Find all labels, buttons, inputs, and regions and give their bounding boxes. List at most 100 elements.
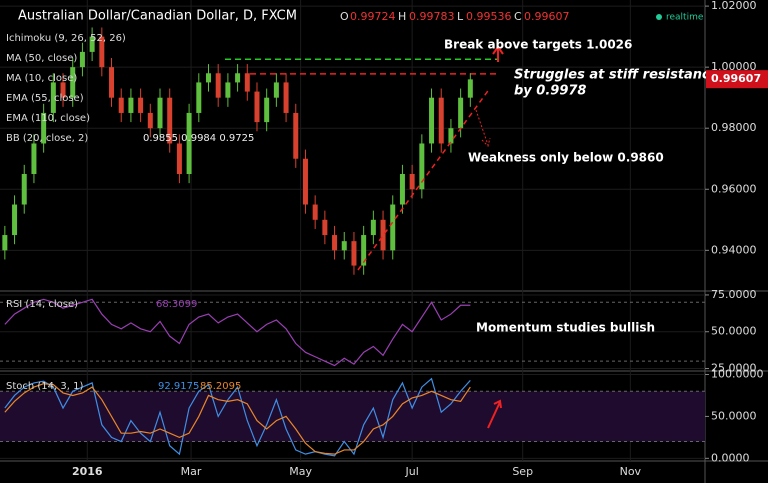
candle-body	[390, 204, 396, 251]
candle-body	[176, 143, 182, 174]
candle-body	[322, 219, 328, 236]
y-tick-label: 1.02000	[711, 0, 757, 12]
y-tick-label: 75.0000	[711, 288, 757, 301]
candle-body	[109, 67, 115, 98]
candle-body	[370, 219, 376, 236]
arrow	[487, 399, 502, 429]
y-tick-label: 50.0000	[711, 325, 757, 338]
x-tick-label: Nov	[620, 465, 642, 478]
price-box	[706, 70, 768, 89]
marks	[0, 0, 705, 461]
indicator-label: MA (50, close)	[6, 53, 77, 64]
candle-body	[89, 36, 95, 52]
bb-values: 0.9855 0.9984 0.9725	[143, 133, 254, 144]
h-value: 0.99783	[409, 10, 455, 23]
candle-body	[205, 73, 211, 83]
annotation: Break above targets 1.0026	[444, 38, 632, 52]
candle-body	[399, 174, 405, 205]
candle-body	[448, 128, 454, 144]
candle-body	[60, 82, 66, 98]
candle-body	[157, 97, 163, 129]
annotation: Momentum studies bullish	[476, 321, 655, 335]
c-label: C	[514, 10, 522, 23]
candle-body	[138, 97, 144, 113]
candle-body	[31, 143, 37, 174]
candle-body	[312, 204, 318, 220]
indicator-label: BB (20, close, 2)	[6, 133, 88, 144]
x-tick-label: 2016	[72, 465, 103, 478]
x-tick-label: May	[289, 465, 312, 478]
candle-body	[225, 82, 231, 98]
y-tick-label: 25.0000	[711, 362, 757, 375]
candle-body	[438, 97, 444, 144]
status-dot	[656, 14, 662, 20]
l-value: 0.99536	[466, 10, 512, 23]
candle-body	[244, 73, 250, 92]
candle-body	[118, 97, 124, 113]
stoch-label: Stoch (14, 3, 1)	[6, 381, 83, 392]
candle-body	[361, 235, 367, 266]
y-tick-label: 0.96000	[711, 182, 757, 195]
rsi-line	[4, 298, 471, 367]
candle-body	[467, 79, 473, 98]
candle-body	[302, 158, 308, 205]
legend-entry: 85.2095	[200, 381, 241, 392]
candle-body	[196, 82, 202, 113]
candle-body	[147, 112, 153, 129]
y-tick-label: 0.98000	[711, 121, 757, 134]
annotation: by 0.9978	[514, 84, 586, 99]
y-tick-label: 0.94000	[711, 243, 757, 256]
candle-body	[351, 241, 357, 266]
candle-body	[429, 97, 435, 144]
o-value: 0.99724	[350, 10, 396, 23]
l-label: L	[457, 10, 464, 23]
candle-body	[419, 143, 425, 190]
y-tick-label: 50.0000	[711, 409, 757, 422]
candle-body	[70, 67, 76, 98]
indicator-label: Ichimoku (9, 26, 52, 26)	[6, 33, 126, 44]
y-tick-label: 100.0000	[711, 368, 764, 381]
candle-body	[458, 97, 464, 129]
candle-body	[254, 91, 260, 123]
y-tick-label: 1.00000	[711, 60, 757, 73]
candle-body	[215, 73, 221, 98]
annotation: Weakness only below 0.9860	[468, 151, 664, 165]
candle-body	[21, 174, 27, 205]
arrow	[492, 45, 504, 62]
chart-title: Australian Dollar/Canadian Dollar, D, FX…	[18, 9, 297, 24]
candle-body	[409, 174, 415, 190]
trend-line	[357, 87, 491, 271]
candle-body	[273, 82, 279, 98]
x-tick-label: Mar	[181, 465, 202, 478]
candle-body	[341, 241, 347, 251]
legend-entry: 92.9175	[158, 381, 199, 392]
candle-body	[50, 82, 56, 113]
arrow	[475, 109, 491, 147]
price-box-label: 0.99607	[711, 72, 761, 85]
candle-body	[235, 73, 241, 83]
candle-body	[41, 112, 47, 144]
candle-body	[167, 97, 173, 144]
annotation: Struggles at stiff resistance	[514, 68, 719, 83]
indicator-label: EMA (110, close)	[6, 113, 90, 124]
c-value: 0.99607	[524, 10, 570, 23]
x-tick-label: Jul	[404, 465, 418, 478]
indicator-label: MA (10, close)	[6, 73, 77, 84]
candle-body	[99, 36, 105, 68]
stoch-band	[0, 391, 705, 442]
stoch-line	[4, 377, 471, 457]
y-tick-label: 0.0000	[711, 451, 750, 464]
candle-body	[79, 51, 85, 68]
candle-body	[186, 112, 192, 174]
o-label: O	[340, 10, 349, 23]
candle-body	[332, 235, 338, 251]
h-label: H	[398, 10, 406, 23]
rsi-value: 68.3099	[156, 299, 197, 310]
indicator-label: EMA (55, close)	[6, 93, 84, 104]
candle-body	[128, 97, 134, 113]
candle-body	[283, 82, 289, 113]
candle-body	[380, 219, 386, 251]
realtime: realtime	[666, 13, 704, 23]
candle-body	[293, 112, 299, 159]
